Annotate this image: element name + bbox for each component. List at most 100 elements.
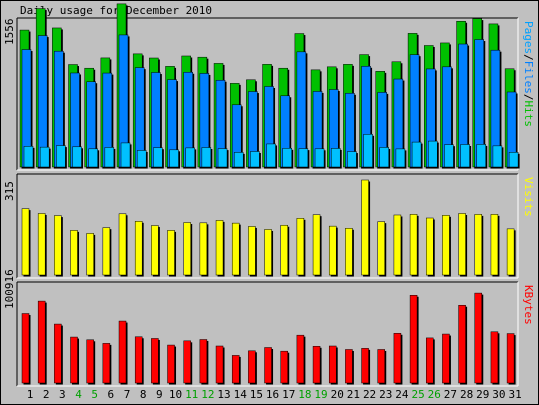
chart-title: Daily usage for December 2010 — [20, 4, 212, 17]
y-axis-max-label: 100916 — [3, 269, 16, 309]
x-tick-label: 8 — [140, 388, 147, 401]
bar-kbytes-day-5 — [86, 339, 94, 384]
bar-kbytes-day-3 — [54, 323, 62, 384]
x-tick-label: 29 — [476, 388, 489, 401]
bar-pages-day-15 — [250, 151, 260, 168]
bar-kbytes-day-31 — [506, 333, 515, 384]
bar-visits-day-28 — [458, 213, 466, 276]
bar-pages-day-30 — [492, 145, 503, 168]
bar-kbytes-day-7 — [118, 320, 127, 384]
bar-pages-day-31 — [508, 152, 519, 168]
bar-kbytes-day-1 — [21, 313, 30, 384]
bar-pages-day-18 — [298, 148, 309, 168]
bar-kbytes-day-24 — [393, 333, 402, 384]
bar-visits-day-3 — [54, 215, 62, 276]
legend: KBytes — [522, 285, 535, 325]
x-tick-label: 26 — [428, 388, 441, 401]
x-tick-label: 31 — [508, 388, 521, 401]
x-tick-label: 15 — [250, 388, 263, 401]
bar-visits-day-21 — [345, 228, 353, 276]
bar-visits-day-30 — [490, 214, 499, 276]
bar-kbytes-day-20 — [328, 345, 337, 384]
x-tick-label: 2 — [43, 388, 50, 401]
bar-kbytes-day-26 — [426, 337, 434, 384]
bar-visits-day-4 — [70, 230, 78, 276]
bar-visits-day-7 — [118, 213, 127, 276]
bar-visits-day-1 — [21, 208, 30, 276]
x-tick-label: 6 — [108, 388, 115, 401]
bar-pages-day-20 — [330, 148, 341, 168]
x-tick-label: 9 — [156, 388, 163, 401]
bar-visits-day-5 — [86, 233, 94, 276]
bar-pages-day-10 — [169, 149, 179, 168]
bar-visits-day-15 — [248, 226, 256, 276]
bar-visits-day-6 — [102, 227, 111, 276]
x-tick-label: 27 — [444, 388, 457, 401]
bar-kbytes-day-18 — [296, 334, 305, 384]
bar-pages-day-28 — [460, 144, 470, 168]
y-axis-max-label: 315 — [3, 181, 16, 201]
x-tick-label: 23 — [379, 388, 392, 401]
bar-visits-day-18 — [296, 218, 305, 276]
legend-entry: Hits — [522, 101, 535, 128]
bar-kbytes-day-11 — [183, 340, 191, 384]
bar-pages-day-17 — [282, 148, 292, 168]
bar-pages-day-5 — [88, 148, 98, 168]
bar-kbytes-day-13 — [215, 345, 224, 384]
bar-kbytes-day-19 — [312, 346, 321, 384]
legend-entry: Pages — [522, 21, 535, 54]
bar-pages-day-2 — [39, 146, 50, 168]
panel-requests: 1556 Pages/Files/Hits — [3, 3, 535, 171]
bar-kbytes-day-16 — [264, 347, 272, 384]
bar-kbytes-day-21 — [345, 349, 353, 384]
x-tick-label: 17 — [282, 388, 295, 401]
bar-pages-day-7 — [120, 142, 131, 168]
bar-pages-day-21 — [347, 151, 357, 168]
legend: Pages/Files/Hits — [522, 21, 535, 127]
x-tick-label: 10 — [169, 388, 182, 401]
y-axis-max-label: 1556 — [3, 19, 16, 46]
x-tick-label: 22 — [363, 388, 376, 401]
bar-visits-day-8 — [134, 221, 143, 276]
x-tick-label: 21 — [347, 388, 360, 401]
panel-visits: 315 Visits — [3, 173, 535, 279]
bar-visits-day-14 — [231, 222, 240, 276]
bar-visits-day-17 — [280, 224, 288, 276]
bar-visits-day-27 — [442, 215, 450, 276]
bar-pages-day-6 — [104, 147, 115, 168]
bar-pages-day-8 — [136, 150, 147, 168]
legend-entry: / — [522, 94, 535, 101]
bar-kbytes-day-17 — [280, 350, 288, 384]
legend-entry: KBytes — [522, 285, 535, 325]
bar-kbytes-day-2 — [37, 300, 46, 384]
bar-visits-day-13 — [215, 220, 224, 276]
x-tick-label: 3 — [59, 388, 66, 401]
x-tick-label: 19 — [314, 388, 327, 401]
bar-pages-day-4 — [72, 146, 82, 168]
bar-visits-day-9 — [151, 225, 159, 276]
x-tick-label: 1 — [27, 388, 34, 401]
bar-visits-day-10 — [167, 230, 175, 276]
bar-pages-day-22 — [363, 134, 373, 168]
bar-pages-day-19 — [314, 148, 325, 168]
bar-pages-day-14 — [233, 152, 244, 168]
bar-visits-day-26 — [426, 217, 434, 276]
bar-visits-day-2 — [37, 213, 46, 276]
bar-kbytes-day-15 — [248, 350, 256, 384]
x-tick-label: 16 — [266, 388, 279, 401]
bar-pages-day-23 — [379, 147, 389, 168]
bar-kbytes-day-12 — [199, 339, 208, 384]
bar-pages-day-12 — [201, 147, 212, 168]
bar-kbytes-day-28 — [458, 304, 466, 384]
legend: Visits — [522, 177, 535, 217]
bar-pages-day-25 — [411, 141, 422, 168]
bar-kbytes-day-14 — [231, 355, 240, 384]
bar-kbytes-day-9 — [151, 338, 159, 384]
legend-entry: Files — [522, 61, 535, 94]
bar-kbytes-day-25 — [409, 295, 418, 384]
x-tick-label: 7 — [124, 388, 131, 401]
bar-visits-day-22 — [361, 179, 369, 276]
bar-pages-day-24 — [395, 148, 406, 168]
x-tick-label: 14 — [234, 388, 248, 401]
